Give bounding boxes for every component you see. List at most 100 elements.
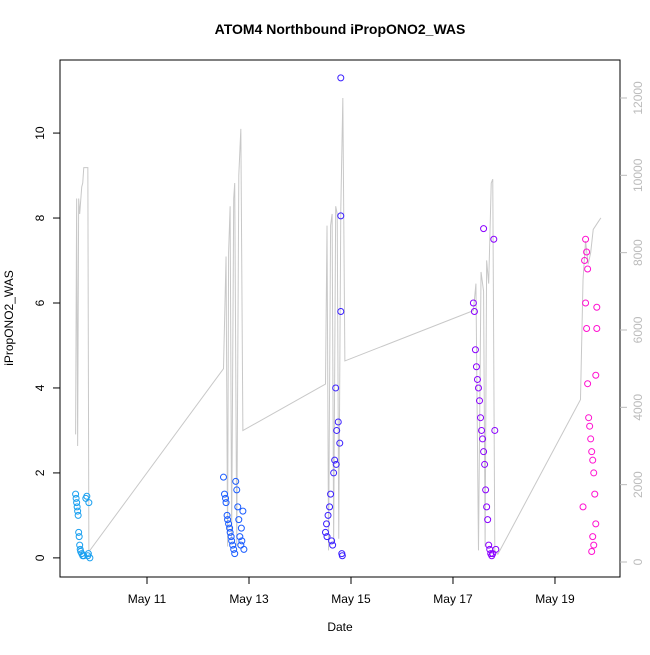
y2-tick-label: 10000 [631,158,645,192]
point [74,511,82,519]
point [579,503,587,511]
point [84,550,92,558]
point [588,548,596,556]
point [328,537,336,545]
x-tick-label: May 17 [433,592,473,606]
point [338,552,346,560]
point [590,469,598,477]
point [327,490,335,498]
point [480,448,488,456]
point [484,516,492,524]
point [331,456,339,464]
point [233,486,241,494]
point [587,435,595,443]
point [72,494,80,502]
point [239,507,247,515]
y-tick-label: 2 [33,469,47,476]
point [491,426,499,434]
point [469,299,477,307]
line [75,97,602,556]
point [333,426,341,434]
point [230,545,238,553]
point [592,371,600,379]
point [74,507,82,515]
point [584,265,592,273]
point [231,550,239,558]
point [481,460,489,468]
point [323,533,331,541]
point [323,520,331,528]
y-tick-label: 6 [33,299,47,306]
point [332,460,340,468]
point [72,490,80,498]
point [492,545,500,553]
point [235,516,243,524]
point [332,384,340,392]
point [471,346,479,354]
point [234,503,242,511]
point [585,414,593,422]
point [76,541,84,549]
point [337,74,345,82]
point [73,499,81,507]
point [584,380,592,388]
point [337,212,345,220]
point [224,516,232,524]
point [583,324,591,332]
point [225,520,233,528]
point [219,473,227,481]
x-tick-label: May 13 [229,592,269,606]
point [229,541,237,549]
point [474,384,482,392]
chart-title: ATOM4 Northbound iPropONO2_WAS [215,21,466,37]
point [85,499,93,507]
point [482,486,490,494]
point [324,511,332,519]
point [582,299,590,307]
x-axis-label: Date [327,620,353,634]
y-tick-label: 0 [33,554,47,561]
y-tick-label: 10 [33,126,47,140]
point [336,439,344,447]
y-tick-label: 4 [33,384,47,391]
point [221,490,229,498]
point [485,541,493,549]
point [222,494,230,502]
point [593,324,601,332]
point [472,363,480,371]
point [476,397,484,405]
point [228,537,236,545]
point [238,537,246,545]
point [581,257,589,265]
point [593,303,601,311]
point [477,414,485,422]
point [586,422,594,430]
point [590,541,598,549]
point [490,235,498,243]
point [227,533,235,541]
point [223,511,231,519]
point [478,426,486,434]
point [226,524,234,532]
point [473,375,481,383]
point [240,545,248,553]
y-axis-label: iPropONO2_WAS [2,270,16,366]
point [329,541,337,549]
y2-tick-label: 6000 [631,316,645,343]
point [86,554,94,562]
point [480,225,488,233]
point [470,307,478,315]
y2-tick-label: 12000 [631,81,645,115]
y2-tick-label: 4000 [631,394,645,421]
point [337,307,345,315]
point [73,503,81,511]
point [237,524,245,532]
x-tick-label: May 19 [535,592,575,606]
point [589,533,597,541]
point [592,520,600,528]
point [75,533,83,541]
x-tick-label: May 15 [331,592,371,606]
point [326,503,334,511]
